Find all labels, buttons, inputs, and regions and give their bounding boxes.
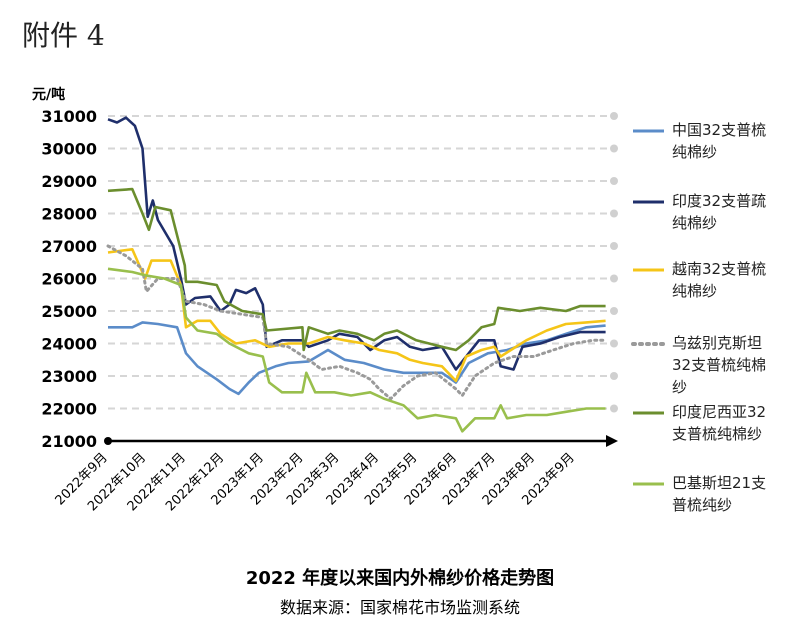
series-line-4 xyxy=(107,187,606,352)
series-line-1 xyxy=(107,116,606,371)
x-axis-origin-dot xyxy=(104,437,112,445)
axes xyxy=(104,435,618,447)
legend-label-5: 巴基斯坦21支 普梳纯纱 xyxy=(672,474,767,514)
attachment-label: 附件 4 xyxy=(22,19,105,52)
grid-lines xyxy=(108,112,618,413)
legend-label-4: 印度尼西亚32 支普梳纯棉纱 xyxy=(672,403,767,443)
gridline-end-dot-29000 xyxy=(610,177,618,185)
legend-label-3: 乌兹别克斯坦 32支普梳纯棉纱 xyxy=(672,334,767,396)
price-line-chart: 21000 22000 23000 24000 25000 26000 27000 28000… xyxy=(32,86,666,514)
y-tick-25000: 25000 xyxy=(41,302,97,321)
y-tick-21000: 21000 xyxy=(41,432,97,451)
y-tick-24000: 24000 xyxy=(41,335,97,354)
y-axis-label: 元/吨 xyxy=(32,86,65,103)
legend-label-0: 中国32支普梳 纯棉纱 xyxy=(672,121,767,161)
gridline-end-dot-23000 xyxy=(610,372,618,380)
series-line-5 xyxy=(107,267,606,433)
y-tick-26000: 26000 xyxy=(41,270,97,289)
legend-label-1: 印度32支普疏 纯棉纱 xyxy=(672,192,767,232)
y-tick-28000: 28000 xyxy=(41,205,97,224)
gridline-end-dot-22000 xyxy=(610,404,618,413)
gridline-end-dot-26000 xyxy=(610,274,618,283)
chart-title: 2022 年度以来国内外棉纱价格走势图 xyxy=(245,568,555,589)
gridline-end-dot-24000 xyxy=(610,339,618,348)
series-lines xyxy=(106,116,608,433)
gridline-end-dot-30000 xyxy=(610,144,618,153)
legend-marks xyxy=(631,129,666,486)
y-tick-30000: 30000 xyxy=(41,140,97,159)
gridline-end-dot-25000 xyxy=(610,307,618,315)
y-tick-27000: 27000 xyxy=(41,237,97,256)
y-tick-22000: 22000 xyxy=(41,400,97,419)
x-axis-arrow xyxy=(606,435,618,447)
gridline-end-dot-31000 xyxy=(610,112,618,120)
gridline-end-dot-27000 xyxy=(610,242,618,250)
y-tick-23000: 23000 xyxy=(41,367,97,386)
legend-label-2: 越南32支普梳 纯棉纱 xyxy=(672,260,767,300)
gridline-end-dot-28000 xyxy=(610,209,618,218)
x-tick-labels: 2022年9月2022年10月2022年11月2022年12月2023年1月20… xyxy=(53,450,578,514)
y-tick-29000: 29000 xyxy=(41,172,97,191)
data-source-note: 数据来源：国家棉花市场监测系统 xyxy=(279,598,520,617)
y-tick-labels: 21000 22000 23000 24000 25000 26000 27000 28000… xyxy=(41,107,97,451)
y-tick-31000: 31000 xyxy=(41,107,97,126)
series-line-0 xyxy=(108,321,606,396)
